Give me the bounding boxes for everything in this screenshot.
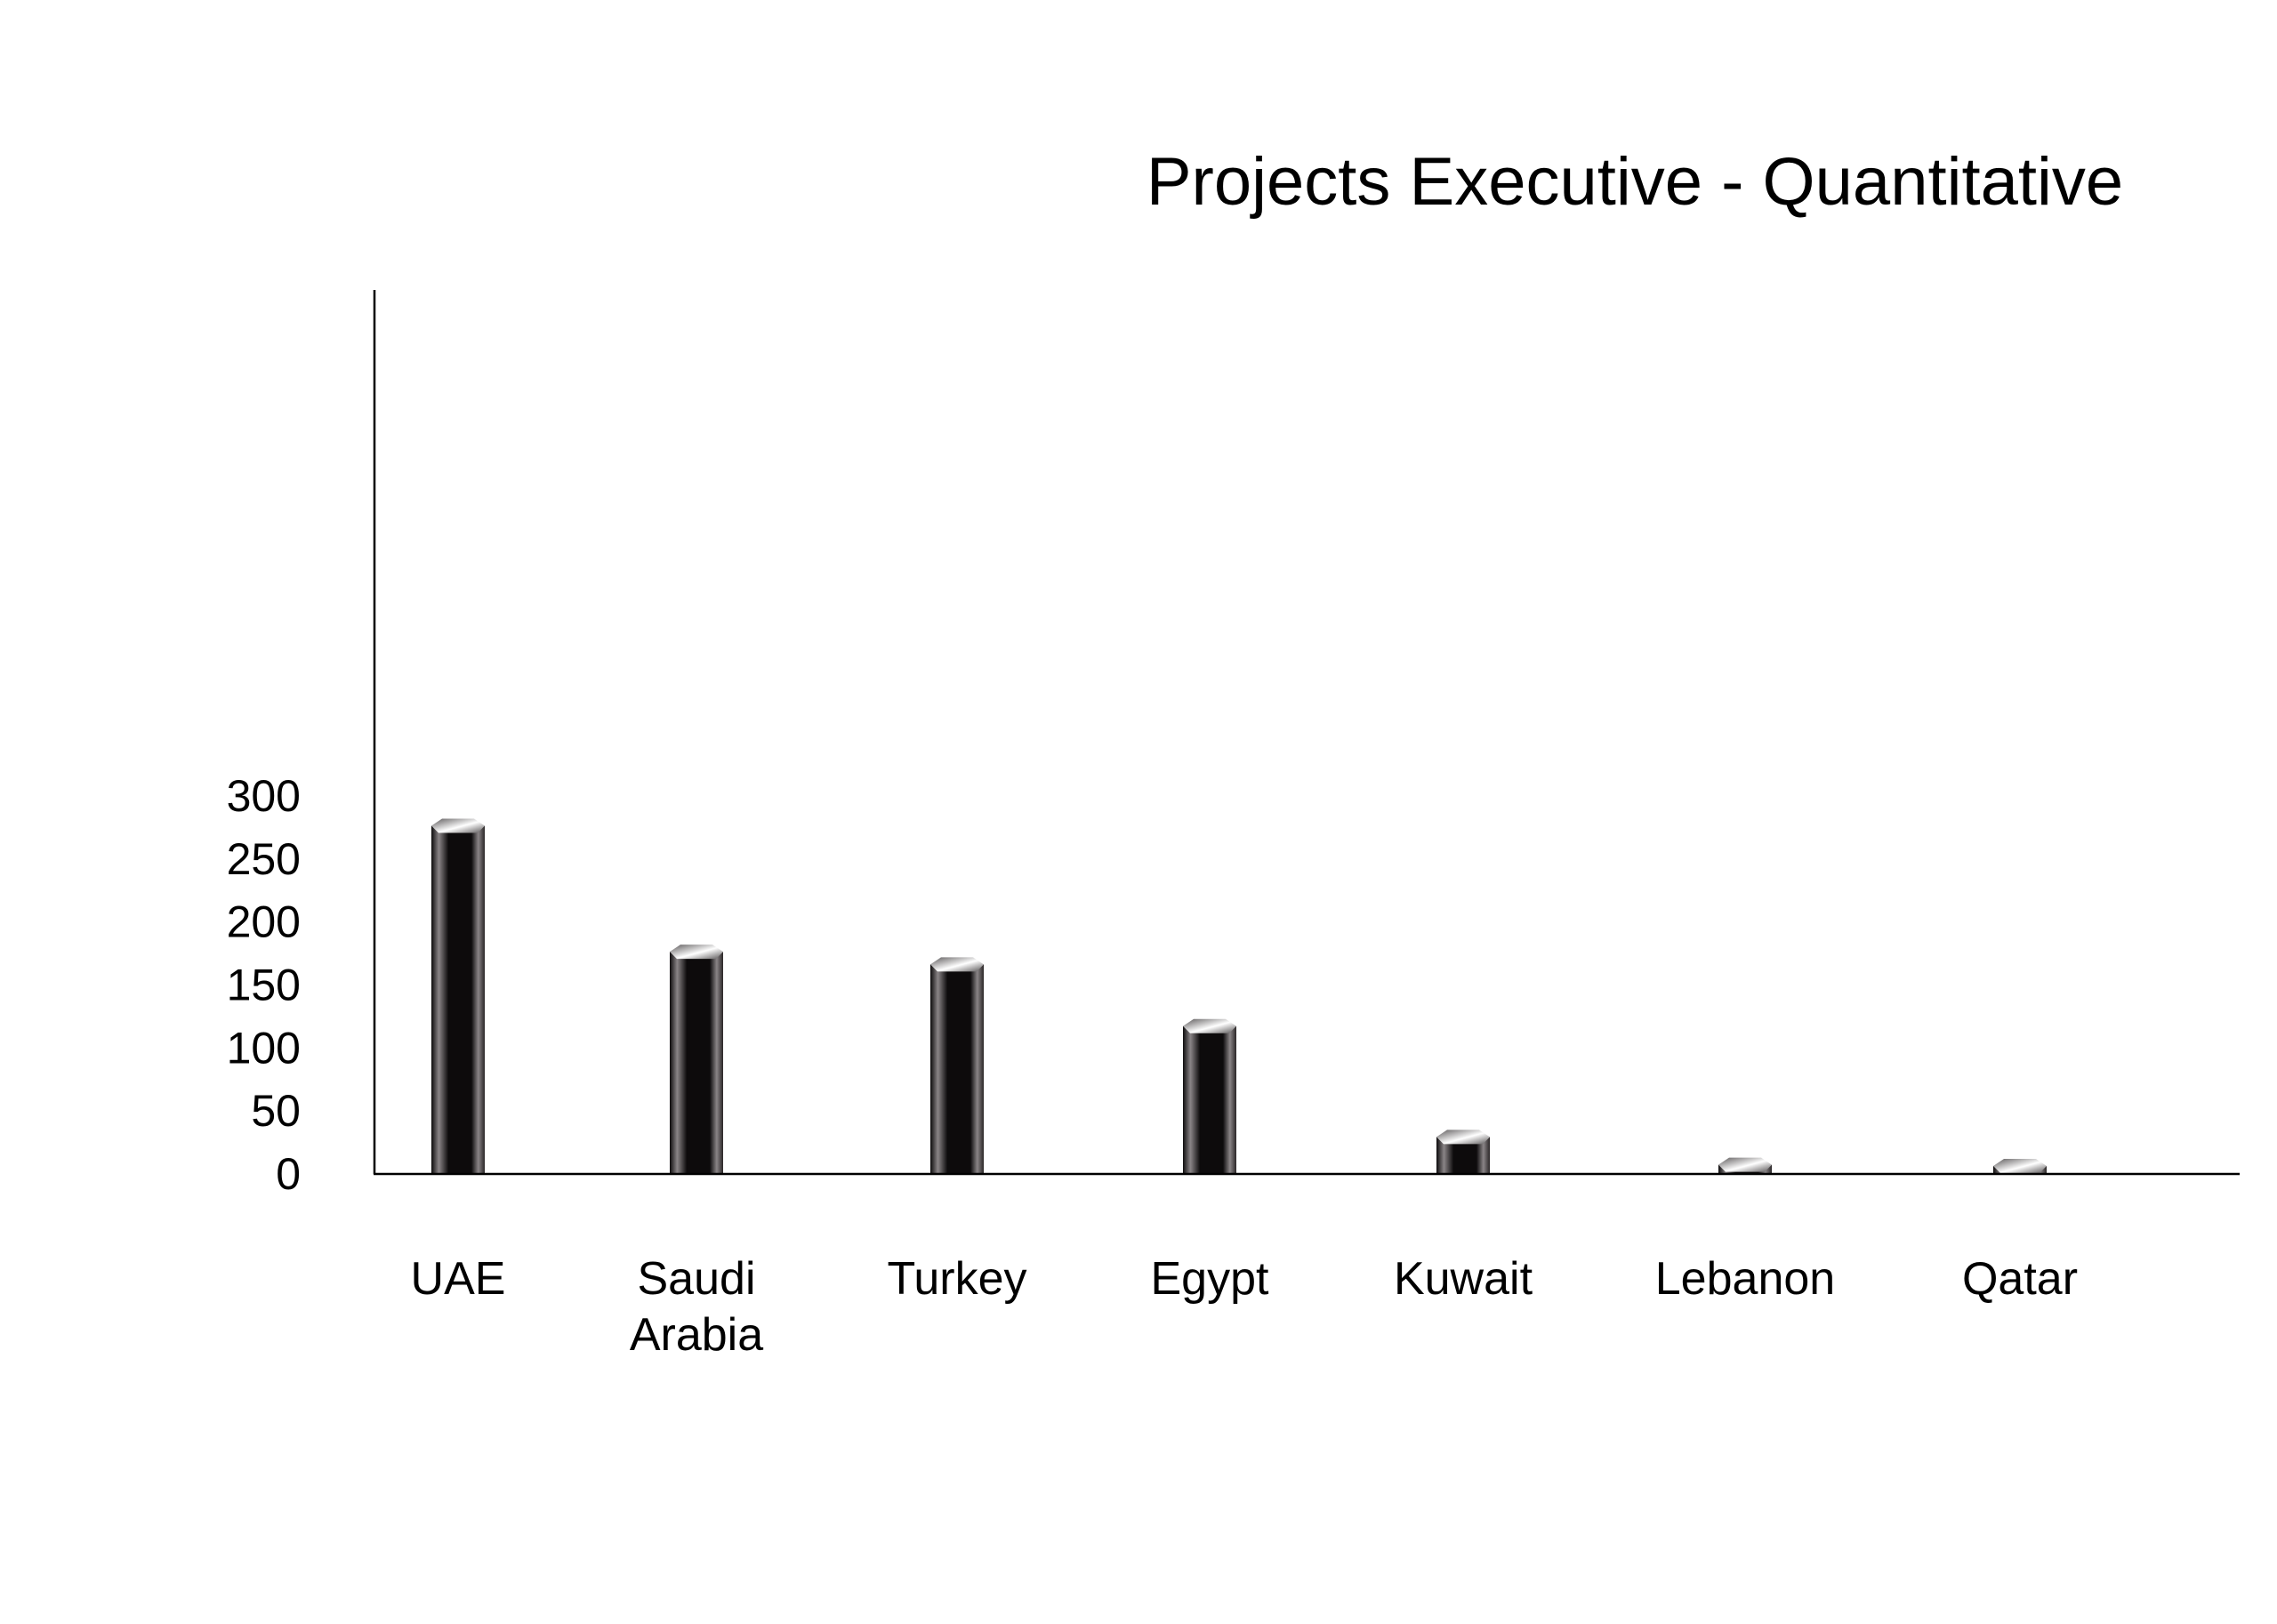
- bar-body: [670, 952, 723, 1174]
- bar-cap: [1183, 1018, 1236, 1033]
- x-category-label: UAE: [411, 1253, 506, 1305]
- y-tick-label: 0: [276, 1149, 301, 1199]
- bar: [1718, 1157, 1772, 1174]
- chart-title: Projects Executive - Quantitative: [1147, 144, 2123, 220]
- bar-body: [1183, 1025, 1236, 1174]
- bar-cap: [1718, 1157, 1772, 1172]
- bar: [1993, 1158, 2047, 1174]
- x-axis-labels: UAE Saudi Arabia Turkey Egypt Kuwait Lebanon Qa…: [411, 1253, 2078, 1361]
- x-category-label-line: Egypt: [1151, 1253, 1270, 1305]
- x-category-label-line: Kuwait: [1394, 1253, 1533, 1305]
- bar-cap: [930, 957, 984, 972]
- y-tick-label: 100: [227, 1023, 301, 1073]
- x-category-label: Saudi Arabia: [630, 1253, 763, 1361]
- bar-cap: [1436, 1130, 1490, 1145]
- bar-body: [930, 964, 984, 1174]
- y-axis-ticks: 0 50 100 150 200 250 300: [227, 771, 301, 1199]
- x-category-label-line: Saudi: [638, 1253, 756, 1305]
- y-tick-label: 300: [227, 771, 301, 821]
- bars: [431, 818, 2047, 1174]
- y-tick-label: 250: [227, 834, 301, 884]
- y-tick-label: 150: [227, 960, 301, 1009]
- x-category-label: Qatar: [1962, 1253, 2078, 1305]
- y-tick-label: 200: [227, 897, 301, 947]
- x-category-label: Egypt: [1151, 1253, 1270, 1305]
- bar: [1436, 1130, 1490, 1174]
- bar: [930, 957, 984, 1174]
- bar-cap: [431, 818, 485, 833]
- x-category-label-line: Turkey: [888, 1253, 1027, 1305]
- bar: [431, 818, 485, 1174]
- bar-cap: [670, 945, 723, 960]
- x-category-label-line: Qatar: [1962, 1253, 2078, 1305]
- x-category-label-line: Lebanon: [1655, 1253, 1835, 1305]
- bar: [1183, 1018, 1236, 1174]
- x-category-label: Lebanon: [1655, 1253, 1835, 1305]
- x-category-label: Turkey: [888, 1253, 1027, 1305]
- x-category-label-line: UAE: [411, 1253, 506, 1305]
- y-tick-label: 50: [251, 1086, 301, 1136]
- bar-body: [431, 825, 485, 1174]
- bar: [670, 945, 723, 1174]
- bar-cap: [1993, 1158, 2047, 1173]
- x-category-label-line: Arabia: [630, 1309, 763, 1361]
- x-category-label: Kuwait: [1394, 1253, 1533, 1305]
